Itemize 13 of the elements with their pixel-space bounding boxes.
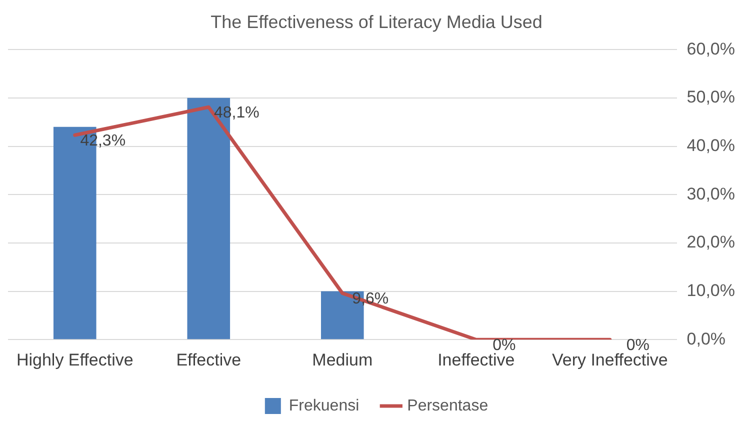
legend-label: Persentase: [407, 397, 488, 414]
y-tick-label: 10,0%: [686, 280, 735, 300]
x-tick-label: Highly Effective: [16, 350, 134, 370]
chart-title: The Effectiveness of Literacy Media Used: [210, 12, 542, 32]
x-tick-label: Effective: [176, 350, 242, 370]
legend-label: Frekuensi: [288, 397, 360, 414]
y-tick-label: 50,0%: [686, 88, 735, 107]
y-tick-label: 0,0%: [686, 329, 726, 348]
y-tick-label: 30,0%: [686, 184, 735, 204]
y-tick-label: 40,0%: [686, 136, 735, 155]
y-tick-label: 20,0%: [686, 232, 735, 252]
x-tick-label: Medium: [312, 350, 373, 370]
y-tick-label: 60,0%: [686, 39, 735, 58]
